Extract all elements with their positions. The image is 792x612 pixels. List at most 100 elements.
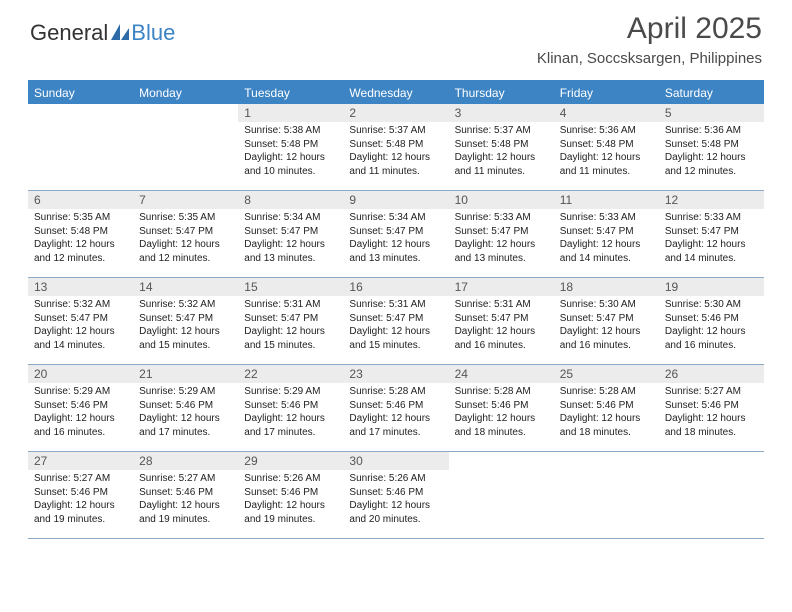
sunrise-text: Sunrise: 5:26 AM [244, 472, 337, 486]
sunset-text: Sunset: 5:47 PM [244, 312, 337, 326]
sunset-text: Sunset: 5:46 PM [244, 399, 337, 413]
sunset-text: Sunset: 5:47 PM [349, 312, 442, 326]
day-cell: 18Sunrise: 5:30 AMSunset: 5:47 PMDayligh… [554, 278, 659, 364]
daylight-text: Daylight: 12 hours and 14 minutes. [34, 325, 127, 352]
sunrise-text: Sunrise: 5:38 AM [244, 124, 337, 138]
week-row: 13Sunrise: 5:32 AMSunset: 5:47 PMDayligh… [28, 278, 764, 365]
day-cell: 4Sunrise: 5:36 AMSunset: 5:48 PMDaylight… [554, 104, 659, 190]
day-number: 3 [449, 104, 554, 122]
day-details: Sunrise: 5:26 AMSunset: 5:46 PMDaylight:… [238, 470, 343, 530]
sunrise-text: Sunrise: 5:34 AM [244, 211, 337, 225]
day-number: 9 [343, 191, 448, 209]
day-details: Sunrise: 5:31 AMSunset: 5:47 PMDaylight:… [449, 296, 554, 356]
day-details: Sunrise: 5:38 AMSunset: 5:48 PMDaylight:… [238, 122, 343, 182]
daylight-text: Daylight: 12 hours and 16 minutes. [560, 325, 653, 352]
day-number: 5 [659, 104, 764, 122]
day-number: 13 [28, 278, 133, 296]
day-number: 24 [449, 365, 554, 383]
sunrise-text: Sunrise: 5:26 AM [349, 472, 442, 486]
daylight-text: Daylight: 12 hours and 18 minutes. [665, 412, 758, 439]
sunset-text: Sunset: 5:47 PM [560, 225, 653, 239]
sunset-text: Sunset: 5:46 PM [665, 399, 758, 413]
day-cell: 6Sunrise: 5:35 AMSunset: 5:48 PMDaylight… [28, 191, 133, 277]
calendar-grid: Sunday Monday Tuesday Wednesday Thursday… [28, 80, 764, 539]
day-number: 23 [343, 365, 448, 383]
day-cell: 17Sunrise: 5:31 AMSunset: 5:47 PMDayligh… [449, 278, 554, 364]
sunset-text: Sunset: 5:47 PM [349, 225, 442, 239]
day-details: Sunrise: 5:32 AMSunset: 5:47 PMDaylight:… [133, 296, 238, 356]
sunset-text: Sunset: 5:47 PM [34, 312, 127, 326]
page-title: April 2025 [627, 12, 762, 46]
day-number: 11 [554, 191, 659, 209]
day-details: Sunrise: 5:33 AMSunset: 5:47 PMDaylight:… [449, 209, 554, 269]
day-cell: 23Sunrise: 5:28 AMSunset: 5:46 PMDayligh… [343, 365, 448, 451]
sunset-text: Sunset: 5:47 PM [665, 225, 758, 239]
day-number: 22 [238, 365, 343, 383]
day-number: 29 [238, 452, 343, 470]
sunset-text: Sunset: 5:46 PM [244, 486, 337, 500]
sunrise-text: Sunrise: 5:35 AM [139, 211, 232, 225]
weekday-header-row: Sunday Monday Tuesday Wednesday Thursday… [28, 82, 764, 104]
sunset-text: Sunset: 5:46 PM [34, 399, 127, 413]
day-cell: 5Sunrise: 5:36 AMSunset: 5:48 PMDaylight… [659, 104, 764, 190]
week-row: 6Sunrise: 5:35 AMSunset: 5:48 PMDaylight… [28, 191, 764, 278]
daylight-text: Daylight: 12 hours and 10 minutes. [244, 151, 337, 178]
day-number: 4 [554, 104, 659, 122]
daylight-text: Daylight: 12 hours and 11 minutes. [455, 151, 548, 178]
week-row: 1Sunrise: 5:38 AMSunset: 5:48 PMDaylight… [28, 104, 764, 191]
day-cell: 24Sunrise: 5:28 AMSunset: 5:46 PMDayligh… [449, 365, 554, 451]
day-details: Sunrise: 5:28 AMSunset: 5:46 PMDaylight:… [343, 383, 448, 443]
day-cell: 1Sunrise: 5:38 AMSunset: 5:48 PMDaylight… [238, 104, 343, 190]
daylight-text: Daylight: 12 hours and 13 minutes. [455, 238, 548, 265]
daylight-text: Daylight: 12 hours and 15 minutes. [349, 325, 442, 352]
daylight-text: Daylight: 12 hours and 17 minutes. [139, 412, 232, 439]
day-number [449, 452, 554, 470]
day-number: 6 [28, 191, 133, 209]
day-details: Sunrise: 5:36 AMSunset: 5:48 PMDaylight:… [659, 122, 764, 182]
day-details: Sunrise: 5:32 AMSunset: 5:47 PMDaylight:… [28, 296, 133, 356]
day-details: Sunrise: 5:35 AMSunset: 5:48 PMDaylight:… [28, 209, 133, 269]
sunset-text: Sunset: 5:48 PM [455, 138, 548, 152]
daylight-text: Daylight: 12 hours and 14 minutes. [665, 238, 758, 265]
sunrise-text: Sunrise: 5:34 AM [349, 211, 442, 225]
sunset-text: Sunset: 5:46 PM [560, 399, 653, 413]
daylight-text: Daylight: 12 hours and 12 minutes. [665, 151, 758, 178]
sunset-text: Sunset: 5:48 PM [244, 138, 337, 152]
sunrise-text: Sunrise: 5:33 AM [665, 211, 758, 225]
day-number: 16 [343, 278, 448, 296]
day-number: 14 [133, 278, 238, 296]
sunset-text: Sunset: 5:47 PM [139, 312, 232, 326]
sunrise-text: Sunrise: 5:28 AM [560, 385, 653, 399]
day-number: 10 [449, 191, 554, 209]
day-details: Sunrise: 5:27 AMSunset: 5:46 PMDaylight:… [28, 470, 133, 530]
sunset-text: Sunset: 5:46 PM [349, 486, 442, 500]
day-number: 21 [133, 365, 238, 383]
day-details: Sunrise: 5:37 AMSunset: 5:48 PMDaylight:… [449, 122, 554, 182]
sunrise-text: Sunrise: 5:35 AM [34, 211, 127, 225]
weeks-container: 1Sunrise: 5:38 AMSunset: 5:48 PMDaylight… [28, 104, 764, 539]
sunrise-text: Sunrise: 5:31 AM [455, 298, 548, 312]
daylight-text: Daylight: 12 hours and 16 minutes. [665, 325, 758, 352]
sunset-text: Sunset: 5:48 PM [560, 138, 653, 152]
sunrise-text: Sunrise: 5:36 AM [665, 124, 758, 138]
week-row: 27Sunrise: 5:27 AMSunset: 5:46 PMDayligh… [28, 452, 764, 539]
daylight-text: Daylight: 12 hours and 13 minutes. [244, 238, 337, 265]
day-number: 25 [554, 365, 659, 383]
day-cell: 28Sunrise: 5:27 AMSunset: 5:46 PMDayligh… [133, 452, 238, 538]
daylight-text: Daylight: 12 hours and 19 minutes. [34, 499, 127, 526]
daylight-text: Daylight: 12 hours and 19 minutes. [139, 499, 232, 526]
daylight-text: Daylight: 12 hours and 15 minutes. [244, 325, 337, 352]
day-number [28, 104, 133, 122]
sunset-text: Sunset: 5:47 PM [139, 225, 232, 239]
sunrise-text: Sunrise: 5:28 AM [349, 385, 442, 399]
weekday-header: Monday [133, 82, 238, 104]
day-number: 18 [554, 278, 659, 296]
day-number: 17 [449, 278, 554, 296]
sunrise-text: Sunrise: 5:29 AM [244, 385, 337, 399]
sunset-text: Sunset: 5:47 PM [244, 225, 337, 239]
day-number: 19 [659, 278, 764, 296]
day-cell: 14Sunrise: 5:32 AMSunset: 5:47 PMDayligh… [133, 278, 238, 364]
day-cell: 22Sunrise: 5:29 AMSunset: 5:46 PMDayligh… [238, 365, 343, 451]
sunset-text: Sunset: 5:46 PM [139, 486, 232, 500]
daylight-text: Daylight: 12 hours and 11 minutes. [349, 151, 442, 178]
